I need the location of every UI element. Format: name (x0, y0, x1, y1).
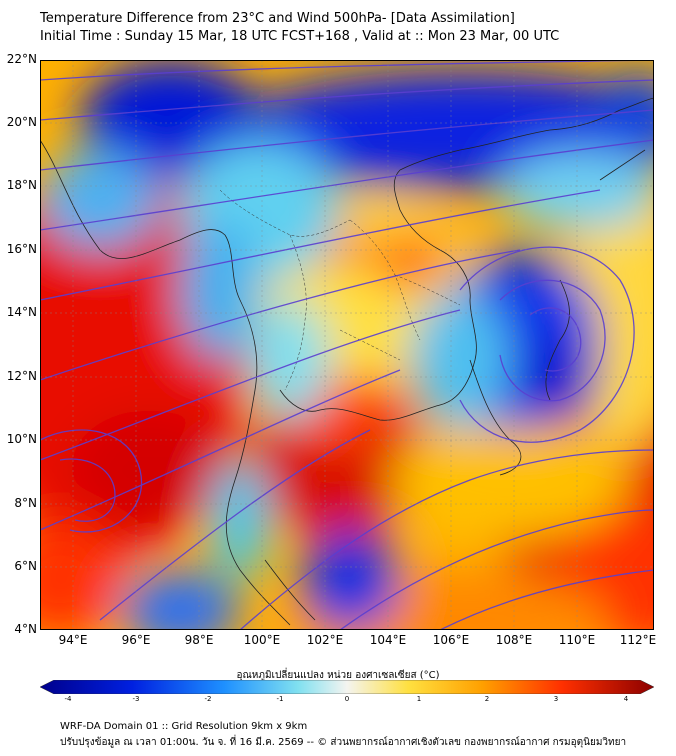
lat-label: 6°N (14, 559, 37, 573)
colorbar-tick: 0 (344, 695, 350, 703)
lon-label: 96°E (121, 633, 151, 647)
colorbar-tick: 4 (623, 695, 629, 703)
colorbar-tick: 3 (553, 695, 559, 703)
lon-label: 104°E (369, 633, 407, 647)
lat-label: 16°N (6, 242, 37, 256)
lon-label: 108°E (495, 633, 533, 647)
title-line-2: Initial Time : Sunday 15 Mar, 18 UTC FCS… (40, 29, 560, 44)
footer-line-2: ปรับปรุงข้อมูล ณ เวลา 01:00น. วัน จ. ที่… (60, 737, 627, 748)
lat-label: 10°N (6, 432, 37, 446)
lat-label: 18°N (6, 178, 37, 192)
colorbar-title: อุณหภูมิเปลี่ยนแปลง หน่วย องศาเซลเซียส (… (236, 670, 440, 681)
lat-label: 12°N (6, 369, 37, 383)
borders (219, 189, 461, 391)
colorbar-tick: -1 (276, 695, 284, 703)
temperature-field (40, 60, 654, 630)
map-title: Temperature Difference from 23°C and Win… (40, 10, 559, 46)
footer-line-1: WRF-DA Domain 01 :: Grid Resolution 9km … (60, 721, 308, 732)
lat-label: 20°N (6, 115, 37, 129)
lon-label: 98°E (184, 633, 214, 647)
lon-label: 102°E (306, 633, 344, 647)
lon-label: 110°E (558, 633, 596, 647)
graticule (40, 60, 654, 630)
colorbar-tick: 2 (484, 695, 490, 703)
colorbar-tick: -3 (132, 695, 140, 703)
lat-label: 8°N (14, 496, 37, 510)
lon-label: 106°E (432, 633, 470, 647)
lon-label: 100°E (243, 633, 281, 647)
lat-label: 22°N (6, 52, 37, 66)
colorbar-tick: -4 (64, 695, 72, 703)
title-line-1: Temperature Difference from 23°C and Win… (40, 11, 515, 26)
colorbar-tick: 1 (416, 695, 422, 703)
colorbar (40, 680, 654, 694)
lon-label: 112°E (619, 633, 657, 647)
lat-label: 4°N (14, 622, 37, 636)
coastlines (40, 97, 654, 626)
lon-label: 94°E (58, 633, 88, 647)
wind-streamlines (40, 60, 654, 630)
map-frame (40, 60, 654, 630)
temperature-map (40, 60, 654, 630)
colorbar-tick: -2 (204, 695, 212, 703)
lat-label: 14°N (6, 305, 37, 319)
